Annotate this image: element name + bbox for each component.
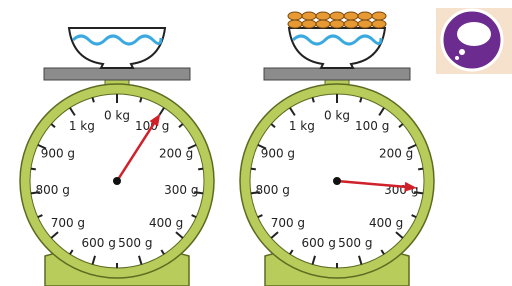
worksheet: 0 kg100 g200 g300 g400 g500 g600 g700 g8… xyxy=(0,0,512,286)
dial-tick xyxy=(92,98,93,103)
dial-tick xyxy=(140,98,141,103)
dial-label: 1 kg xyxy=(69,119,95,133)
dial-label: 800 g xyxy=(35,183,69,197)
dial-label: 700 g xyxy=(271,216,305,230)
platform xyxy=(44,68,190,80)
food-piece xyxy=(344,20,358,28)
cloud xyxy=(457,22,491,46)
bowl xyxy=(69,28,165,68)
dial-tick xyxy=(312,98,313,103)
food-piece xyxy=(302,20,316,28)
bowl xyxy=(289,28,385,68)
dial-label: 0 kg xyxy=(324,109,350,123)
food-piece xyxy=(372,20,386,28)
dial-label: 100 g xyxy=(355,119,389,133)
food-piece xyxy=(358,12,372,20)
dial-label: 400 g xyxy=(369,216,403,230)
dial-label: 900 g xyxy=(261,146,295,160)
food-piece xyxy=(330,12,344,20)
thought-icon[interactable] xyxy=(436,8,512,74)
dial-label: 600 g xyxy=(82,236,116,250)
food-piece xyxy=(344,12,358,20)
dial-tick xyxy=(251,169,256,170)
dial-tick xyxy=(418,169,423,170)
food-piece xyxy=(316,20,330,28)
food-piece xyxy=(358,20,372,28)
dial-label: 200 g xyxy=(379,146,413,160)
food-piece xyxy=(316,12,330,20)
cloud-dot xyxy=(455,56,459,60)
dial-tick xyxy=(31,169,36,170)
food-piece xyxy=(302,12,316,20)
dial-label: 1 kg xyxy=(289,119,315,133)
platform xyxy=(264,68,410,80)
food-piece xyxy=(372,12,386,20)
dial-label: 600 g xyxy=(302,236,336,250)
dial-label: 900 g xyxy=(41,146,75,160)
food-piece xyxy=(330,20,344,28)
pivot xyxy=(113,177,121,185)
dial-label: 400 g xyxy=(149,216,183,230)
dial-label: 200 g xyxy=(159,146,193,160)
pivot xyxy=(333,177,341,185)
dial-label: 500 g xyxy=(338,236,372,250)
food-piece xyxy=(288,20,302,28)
dial-label: 700 g xyxy=(51,216,85,230)
food-piece xyxy=(288,12,302,20)
dial-label: 300 g xyxy=(164,183,198,197)
dial-label: 0 kg xyxy=(104,109,130,123)
cloud-dot xyxy=(459,49,465,55)
dial-label: 500 g xyxy=(118,236,152,250)
dial-tick xyxy=(360,98,361,103)
dial-tick xyxy=(198,169,203,170)
dial-label: 800 g xyxy=(255,183,289,197)
